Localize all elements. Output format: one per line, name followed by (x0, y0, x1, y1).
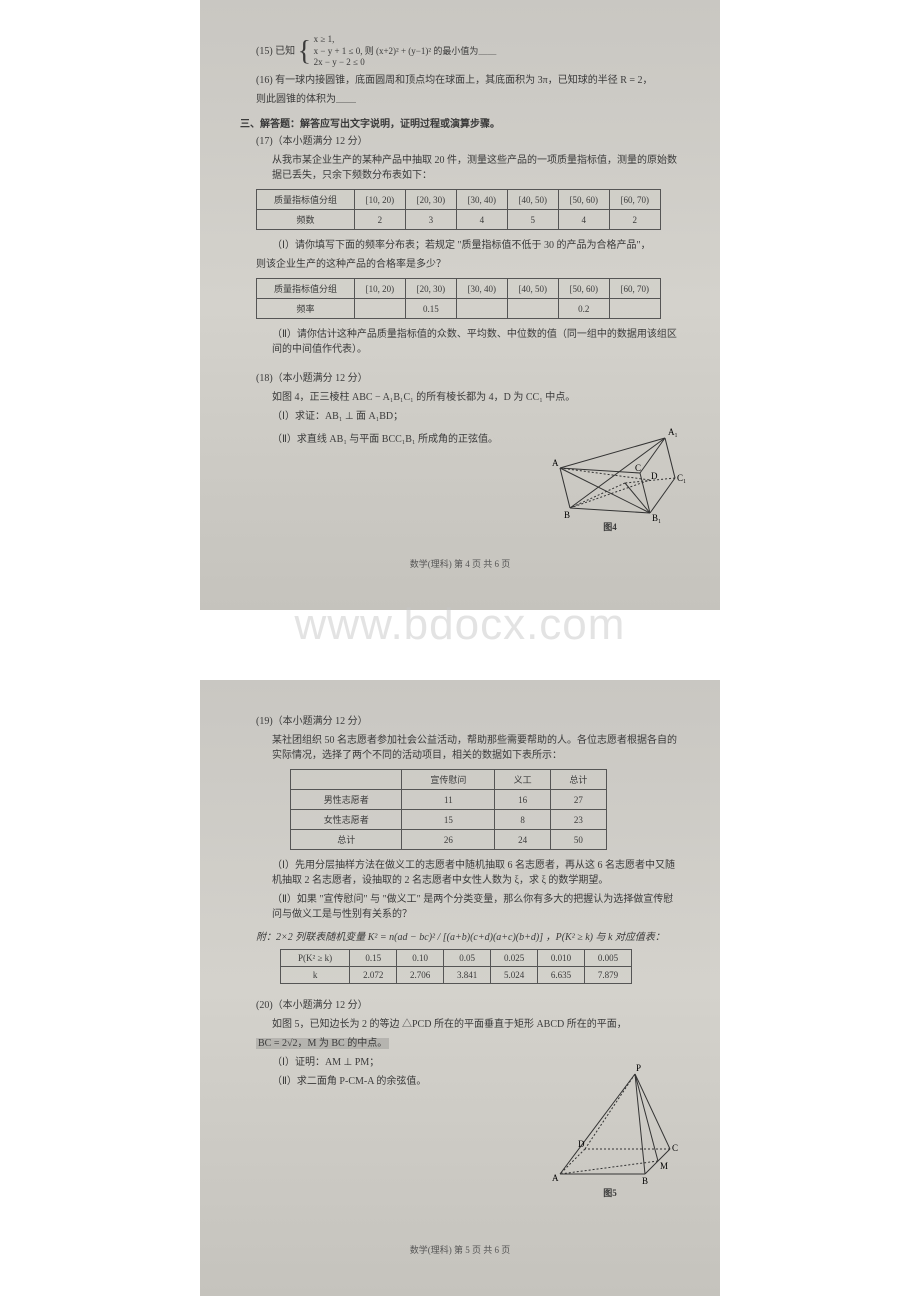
vertex-D: D (578, 1139, 585, 1149)
th-group: 质量指标值分组 (257, 190, 355, 210)
section-3-title: 三、解答题：解答应写出文字说明，证明过程或演算步骤。 (240, 115, 680, 130)
q17-text: 从我市某企业生产的某种产品中抽取 20 件，测量这些产品的一项质量指标值，测量的… (240, 153, 680, 183)
table-row: 质量指标值分组 [10, 20) [20, 30) [30, 40) [40, … (257, 190, 661, 210)
q16-line2: 则此圆锥的体积为＿＿ (240, 92, 680, 107)
q20-text: 如图 5，已知边长为 2 的等边 △PCD 所在的平面垂直于矩形 ABCD 所在… (240, 1017, 680, 1032)
page2-footer: 数学(理科) 第 5 页 共 6 页 (240, 1243, 680, 1256)
fig5-label: 图5 (603, 1186, 617, 1199)
table-row: 质量指标值分组 [10, 20) [20, 30) [30, 40) [40, … (257, 279, 661, 299)
table-row: 总计 26 24 50 (291, 830, 607, 850)
vertex-B1: B₁ (652, 513, 661, 523)
q15: (15) 已知 { x ≥ 1, x − y + 1 ≤ 0, 则 (x+2)²… (240, 34, 680, 69)
q17-part2: （Ⅱ）请你估计这种产品质量指标值的众数、平均数、中位数的值（同一组中的数据用该组… (240, 327, 680, 357)
vertex-B: B (642, 1176, 648, 1186)
chi-formula: 附：2×2 列联表随机变量 K² = n(ad − bc)² / [(a+b)(… (256, 928, 680, 943)
exam-page-2: (19)（本小题满分 12 分） 某社团组织 50 名志愿者参加社会公益活动，帮… (200, 680, 720, 1296)
vertex-P: P (636, 1063, 641, 1073)
q15-system: x ≥ 1, x − y + 1 ≤ 0, 则 (x+2)² + (y−1)² … (314, 34, 497, 69)
brace-icon: { (298, 46, 311, 57)
vertex-A1: A₁ (668, 427, 678, 437)
figure-4: A C A₁ B B₁ C₁ D 图4 (540, 413, 680, 533)
pyramid-diagram-icon: A B C D P M (540, 1059, 680, 1189)
q19-part2: （Ⅱ）如果 "宣传慰问" 与 "做义工" 是两个分类变量，那么你有多大的把握认为… (240, 892, 680, 922)
vertex-C1: C₁ (677, 473, 686, 483)
fig4-label: 图4 (603, 520, 617, 533)
page1-footer: 数学(理科) 第 4 页 共 6 页 (240, 557, 680, 570)
q17-table1: 质量指标值分组 [10, 20) [20, 30) [30, 40) [40, … (256, 189, 661, 230)
q18-text: 如图 4，正三棱柱 ABC − A₁B₁C₁ 的所有棱长都为 4，D 为 CC₁… (240, 390, 680, 405)
q19-part1: （Ⅰ）先用分层抽样方法在做义工的志愿者中随机抽取 6 名志愿者，再从这 6 名志… (240, 858, 680, 888)
q20-label: (20)（本小题满分 12 分） (240, 998, 680, 1013)
table-row: 宣传慰问 义工 总计 (291, 770, 607, 790)
vertex-A: A (552, 1173, 559, 1183)
vertex-C: C (635, 463, 641, 473)
vertex-D: D (651, 471, 658, 481)
table-row: k 2.072 2.706 3.841 5.024 6.635 7.879 (281, 967, 632, 984)
q18-label: (18)（本小题满分 12 分） (240, 371, 680, 386)
vertex-A: A (552, 458, 559, 468)
table-row: 男性志愿者 11 16 27 (291, 790, 607, 810)
table-row: 频数 2 3 4 5 4 2 (257, 210, 661, 230)
table-row: P(K² ≥ k) 0.15 0.10 0.05 0.025 0.010 0.0… (281, 950, 632, 967)
q15-label: (15) 已知 (256, 46, 295, 57)
q17-part1: （Ⅰ）请你填写下面的频率分布表；若规定 "质量指标值不低于 30 的产品为合格产… (240, 238, 680, 253)
q19-label: (19)（本小题满分 12 分） (240, 714, 680, 729)
vertex-C: C (672, 1143, 678, 1153)
prism-diagram-icon: A C A₁ B B₁ C₁ D (540, 413, 680, 523)
q17-part1b: 则该企业生产的这种产品的合格率是多少？ (240, 257, 680, 272)
vertex-M: M (660, 1161, 668, 1171)
q20-text2: BC = 2√2，M 为 BC 的中点。 (240, 1036, 680, 1051)
q17-label: (17)（本小题满分 12 分） (240, 134, 680, 149)
exam-page-1: (15) 已知 { x ≥ 1, x − y + 1 ≤ 0, 则 (x+2)²… (200, 0, 720, 610)
vertex-B: B (564, 510, 570, 520)
table-row: 频率 0.15 0.2 (257, 299, 661, 319)
q17-table2: 质量指标值分组 [10, 20) [20, 30) [30, 40) [40, … (256, 278, 661, 319)
table-row: 女性志愿者 15 8 23 (291, 810, 607, 830)
q19-table: 宣传慰问 义工 总计 男性志愿者 11 16 27 女性志愿者 15 8 23 … (290, 769, 607, 850)
figure-5: A B C D P M 图5 (540, 1059, 680, 1199)
q19-text: 某社团组织 50 名志愿者参加社会公益活动，帮助那些需要帮助的人。各位志愿者根据… (240, 733, 680, 763)
chi-table: P(K² ≥ k) 0.15 0.10 0.05 0.025 0.010 0.0… (280, 949, 632, 984)
q16-line1: (16) 有一球内接圆锥，底面圆周和顶点均在球面上，其底面积为 3π，已知球的半… (240, 73, 680, 88)
